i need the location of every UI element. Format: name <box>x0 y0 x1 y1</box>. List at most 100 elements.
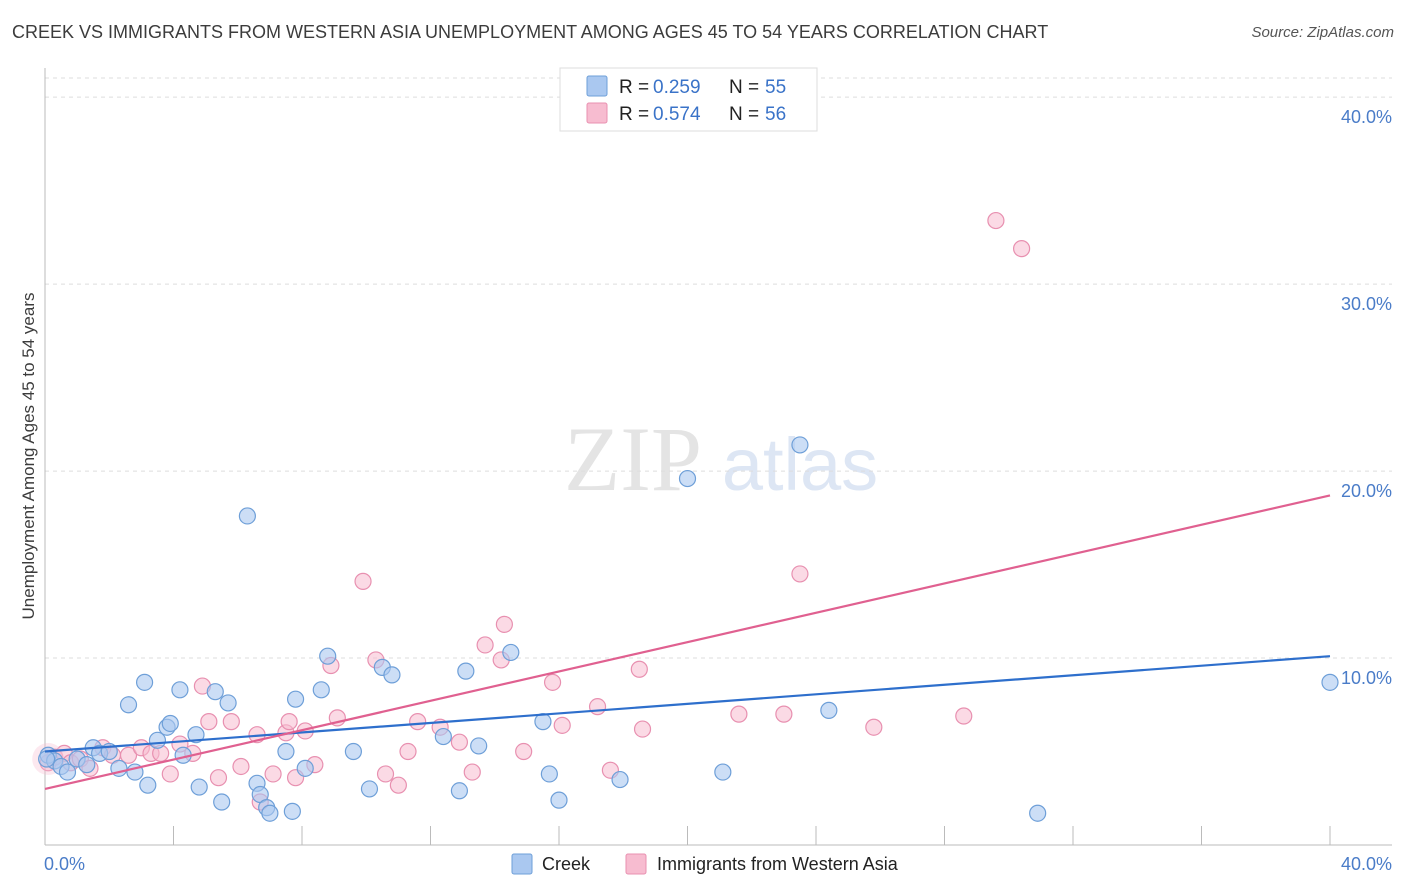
trend-line-immigrants <box>44 494 1331 790</box>
point-creek <box>1029 804 1047 822</box>
legend-n-value-creek: 55 <box>765 77 786 98</box>
point-immigrants <box>232 757 250 776</box>
point-creek <box>171 681 189 699</box>
point-creek <box>820 701 838 719</box>
point-immigrants <box>865 718 883 736</box>
point-immigrants <box>376 765 395 783</box>
bottom-legend-label-creek: Creek <box>542 854 591 874</box>
series-immigrants-points <box>32 211 1031 811</box>
x-tick-label: 40.0% <box>1341 854 1392 874</box>
point-creek <box>238 507 256 525</box>
axes <box>44 68 1392 846</box>
point-immigrants <box>775 705 793 723</box>
point-immigrants <box>987 211 1005 230</box>
point-immigrants <box>119 746 138 764</box>
gridlines <box>45 77 1392 659</box>
point-creek <box>450 782 469 800</box>
point-creek <box>187 726 205 744</box>
legend-r-label-creek: R = <box>619 77 649 98</box>
x-axis-ticks: 0.0% 40.0% <box>44 854 1392 874</box>
point-creek <box>434 727 452 746</box>
x-tick-label: 0.0% <box>44 854 85 874</box>
legend: R = 0.259 N = 55 R = 0.574 N = 56 <box>559 67 818 132</box>
point-creek <box>296 759 314 777</box>
point-immigrants <box>543 673 562 691</box>
y-tick-label: 40.0% <box>1341 107 1392 127</box>
y-tick-label: 30.0% <box>1341 294 1392 314</box>
point-creek <box>550 791 568 809</box>
point-immigrants <box>495 615 513 633</box>
y-axis-label: Unemployment Among Ages 45 to 54 years <box>19 293 38 620</box>
point-creek <box>277 742 295 761</box>
point-creek <box>283 802 301 820</box>
point-immigrants <box>633 720 652 738</box>
point-immigrants <box>264 765 282 783</box>
point-creek <box>219 694 237 712</box>
point-immigrants <box>791 565 809 583</box>
point-immigrants <box>222 713 240 731</box>
point-immigrants <box>280 713 298 731</box>
point-creek <box>213 793 231 811</box>
point-immigrants <box>588 698 607 716</box>
point-creek <box>78 756 96 774</box>
point-creek <box>190 778 208 796</box>
point-immigrants <box>409 713 427 731</box>
point-creek <box>791 436 809 454</box>
point-creek <box>206 683 224 701</box>
point-creek <box>135 673 154 691</box>
point-immigrants <box>553 716 571 734</box>
point-creek <box>261 804 279 822</box>
point-creek <box>38 750 56 768</box>
trend-line-creek <box>44 655 1331 753</box>
source-label: Source: ZipAtlas.com <box>1251 24 1394 41</box>
point-creek <box>383 666 401 684</box>
point-creek <box>714 763 732 781</box>
legend-n-label-immigrants: N = <box>729 104 759 125</box>
watermark-atlas: atlas <box>722 423 878 506</box>
point-immigrants <box>389 776 407 794</box>
point-creek <box>611 770 629 789</box>
point-immigrants <box>161 765 179 783</box>
point-immigrants <box>515 742 533 761</box>
point-creek <box>161 714 179 733</box>
point-immigrants <box>476 636 494 654</box>
point-immigrants <box>1012 240 1031 258</box>
legend-r-value-creek: 0.259 <box>653 77 701 98</box>
bottom-legend-swatch-immigrants <box>625 853 647 875</box>
trend-lines <box>44 494 1331 790</box>
legend-swatch-immigrants <box>586 102 608 124</box>
y-tick-label: 10.0% <box>1341 668 1392 688</box>
point-creek <box>58 763 77 781</box>
legend-n-label-creek: N = <box>729 77 759 98</box>
point-immigrants <box>399 742 417 761</box>
point-creek <box>540 765 558 783</box>
chart-title: CREEK VS IMMIGRANTS FROM WESTERN ASIA UN… <box>12 22 1049 42</box>
point-creek <box>678 469 697 488</box>
bottom-legend-swatch-creek <box>511 853 533 875</box>
y-axis-ticks: 10.0% 20.0% 30.0% 40.0% <box>1341 107 1392 688</box>
point-creek <box>470 737 488 755</box>
point-creek <box>286 690 305 708</box>
bottom-legend-label-immigrants: Immigrants from Western Asia <box>657 854 899 874</box>
point-immigrants <box>450 733 469 751</box>
point-immigrants <box>463 763 481 781</box>
point-immigrants <box>955 707 973 725</box>
point-immigrants <box>730 705 748 723</box>
bottom-legend: Creek Immigrants from Western Asia <box>511 853 899 875</box>
point-immigrants <box>630 660 648 678</box>
point-creek <box>319 647 337 665</box>
legend-n-value-immigrants: 56 <box>765 104 786 125</box>
watermark-zip: ZIP <box>564 408 702 510</box>
point-creek <box>360 780 379 798</box>
point-creek <box>312 681 330 699</box>
point-creek <box>457 662 475 680</box>
point-creek <box>1321 673 1339 691</box>
point-creek <box>344 742 362 761</box>
point-immigrants <box>209 769 228 787</box>
y-tick-label: 20.0% <box>1341 481 1392 501</box>
point-creek <box>119 696 138 714</box>
legend-swatch-creek <box>586 75 608 97</box>
series-creek-points <box>38 436 1339 822</box>
point-creek <box>502 643 520 662</box>
